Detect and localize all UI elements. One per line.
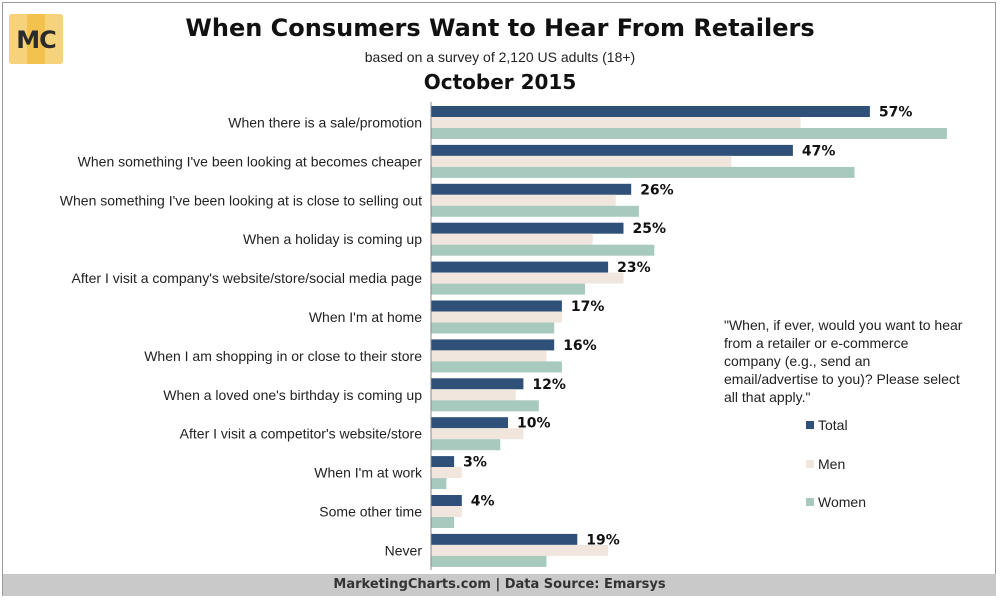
bar-total-when-i-m-at-home (431, 300, 562, 312)
category-label-after-i-visit-a-company-s-website-store-social-media-page: After I visit a company's website/store/… (72, 270, 423, 286)
data-label-total-when-i-m-at-home: 17% (571, 299, 605, 315)
marketingcharts-logo: MC (9, 14, 63, 64)
bar-total-when-i-am-shopping-in-or-close-to-their-store (431, 339, 555, 351)
bar-total-when-a-loved-one-s-birthday-is-coming-up (431, 378, 524, 390)
bar-men-when-i-m-at-work (431, 467, 462, 479)
bar-total-when-something-i-ve-been-looking-at-is-close-to-selling-out (431, 183, 632, 195)
bar-men-when-a-holiday-is-coming-up (431, 233, 593, 245)
bar-total-after-i-visit-a-company-s-website-store-social-media-page (431, 261, 609, 273)
bar-total-when-something-i-ve-been-looking-at-becomes-cheaper (431, 144, 793, 156)
bar-men-when-i-am-shopping-in-or-close-to-their-store (431, 350, 547, 362)
chart-subtitle: based on a survey of 2,120 US adults (18… (364, 49, 636, 65)
bar-men-when-i-m-at-home (431, 311, 562, 323)
bar-men-after-i-visit-a-competitor-s-website-store (431, 428, 524, 440)
data-label-total-after-i-visit-a-company-s-website-store-social-media-page: 23% (617, 260, 651, 276)
bar-men-some-other-time (431, 506, 462, 517)
category-label-when-i-am-shopping-in-or-close-to-their-store: When I am shopping in or close to their … (144, 348, 422, 364)
data-label-total-when-something-i-ve-been-looking-at-is-close-to-selling-out: 26% (640, 182, 674, 198)
bar-women-when-i-m-at-home (431, 322, 555, 334)
legend-swatch-women (806, 498, 814, 506)
data-label-total-when-a-loved-one-s-birthday-is-coming-up: 12% (532, 377, 566, 393)
legend-swatch-men (806, 460, 814, 468)
category-label-when-a-holiday-is-coming-up: When a holiday is coming up (243, 231, 422, 247)
bar-men-when-a-loved-one-s-birthday-is-coming-up (431, 389, 516, 401)
chart-period: October 2015 (423, 70, 577, 94)
bar-women-never (431, 555, 547, 567)
category-label-after-i-visit-a-competitor-s-website-store: After I visit a competitor's website/sto… (180, 426, 423, 442)
legend-swatch-total (806, 421, 814, 429)
bar-women-after-i-visit-a-company-s-website-store-social-media-page (431, 283, 585, 295)
bar-women-after-i-visit-a-competitor-s-website-store (431, 439, 501, 451)
legend-label-men: Men (818, 456, 846, 472)
bar-men-never (431, 544, 609, 556)
bar-women-some-other-time (431, 517, 455, 528)
data-label-total-never: 19% (586, 532, 620, 548)
bar-total-some-other-time (431, 495, 462, 506)
chart-title: When Consumers Want to Hear From Retaile… (185, 14, 815, 42)
data-label-total-when-something-i-ve-been-looking-at-becomes-cheaper: 47% (802, 143, 836, 159)
bar-women-when-something-i-ve-been-looking-at-becomes-cheaper (431, 166, 855, 178)
category-label-when-a-loved-one-s-birthday-is-coming-up: When a loved one's birthday is coming up (163, 387, 422, 403)
category-label-when-something-i-ve-been-looking-at-is-close-to-selling-out: When something I've been looking at is c… (60, 192, 422, 208)
category-label-when-there-is-a-sale-promotion: When there is a sale/promotion (228, 115, 422, 131)
category-label-when-i-m-at-work: When I'm at work (314, 465, 423, 481)
bar-total-when-i-m-at-work (431, 456, 455, 468)
bar-men-after-i-visit-a-company-s-website-store-social-media-page (431, 272, 624, 284)
data-label-total-when-there-is-a-sale-promotion: 57% (879, 105, 913, 121)
bar-total-when-a-holiday-is-coming-up (431, 222, 624, 234)
source-footer: MarketingCharts.com | Data Source: Emars… (3, 574, 996, 596)
bar-women-when-i-am-shopping-in-or-close-to-their-store (431, 361, 562, 373)
legend-label-women: Women (818, 494, 866, 510)
bars-group (431, 106, 947, 567)
legend-label-total: Total (818, 417, 848, 433)
category-label-never: Never (385, 542, 423, 558)
category-label-when-something-i-ve-been-looking-at-becomes-cheaper: When something I've been looking at beco… (78, 153, 423, 169)
bar-women-when-a-holiday-is-coming-up (431, 244, 655, 256)
bar-women-when-a-loved-one-s-birthday-is-coming-up (431, 400, 539, 412)
bar-men-when-there-is-a-sale-promotion (431, 117, 801, 128)
category-label-some-other-time: Some other time (319, 504, 422, 520)
bar-men-when-something-i-ve-been-looking-at-becomes-cheaper (431, 155, 732, 167)
survey-question-note: "When, if ever, would you want to hear f… (724, 317, 963, 405)
bar-men-when-something-i-ve-been-looking-at-is-close-to-selling-out (431, 194, 616, 206)
category-label-when-i-m-at-home: When I'm at home (309, 309, 422, 325)
bar-women-when-i-m-at-work (431, 478, 447, 490)
data-label-total-after-i-visit-a-competitor-s-website-store: 10% (517, 416, 551, 432)
labels-group: When there is a sale/promotion 57% When so… (60, 105, 913, 559)
data-label-total-when-a-holiday-is-coming-up: 25% (633, 221, 667, 237)
bar-women-when-something-i-ve-been-looking-at-is-close-to-selling-out (431, 205, 639, 217)
bar-women-when-there-is-a-sale-promotion (431, 128, 947, 139)
data-label-total-when-i-am-shopping-in-or-close-to-their-store: 16% (563, 338, 597, 354)
data-label-total-some-other-time: 4% (471, 494, 495, 510)
data-label-total-when-i-m-at-work: 3% (463, 455, 487, 471)
bar-total-after-i-visit-a-competitor-s-website-store (431, 417, 508, 429)
bar-total-never (431, 533, 578, 545)
logo-text: MC (16, 26, 57, 54)
bar-total-when-there-is-a-sale-promotion (431, 106, 870, 117)
